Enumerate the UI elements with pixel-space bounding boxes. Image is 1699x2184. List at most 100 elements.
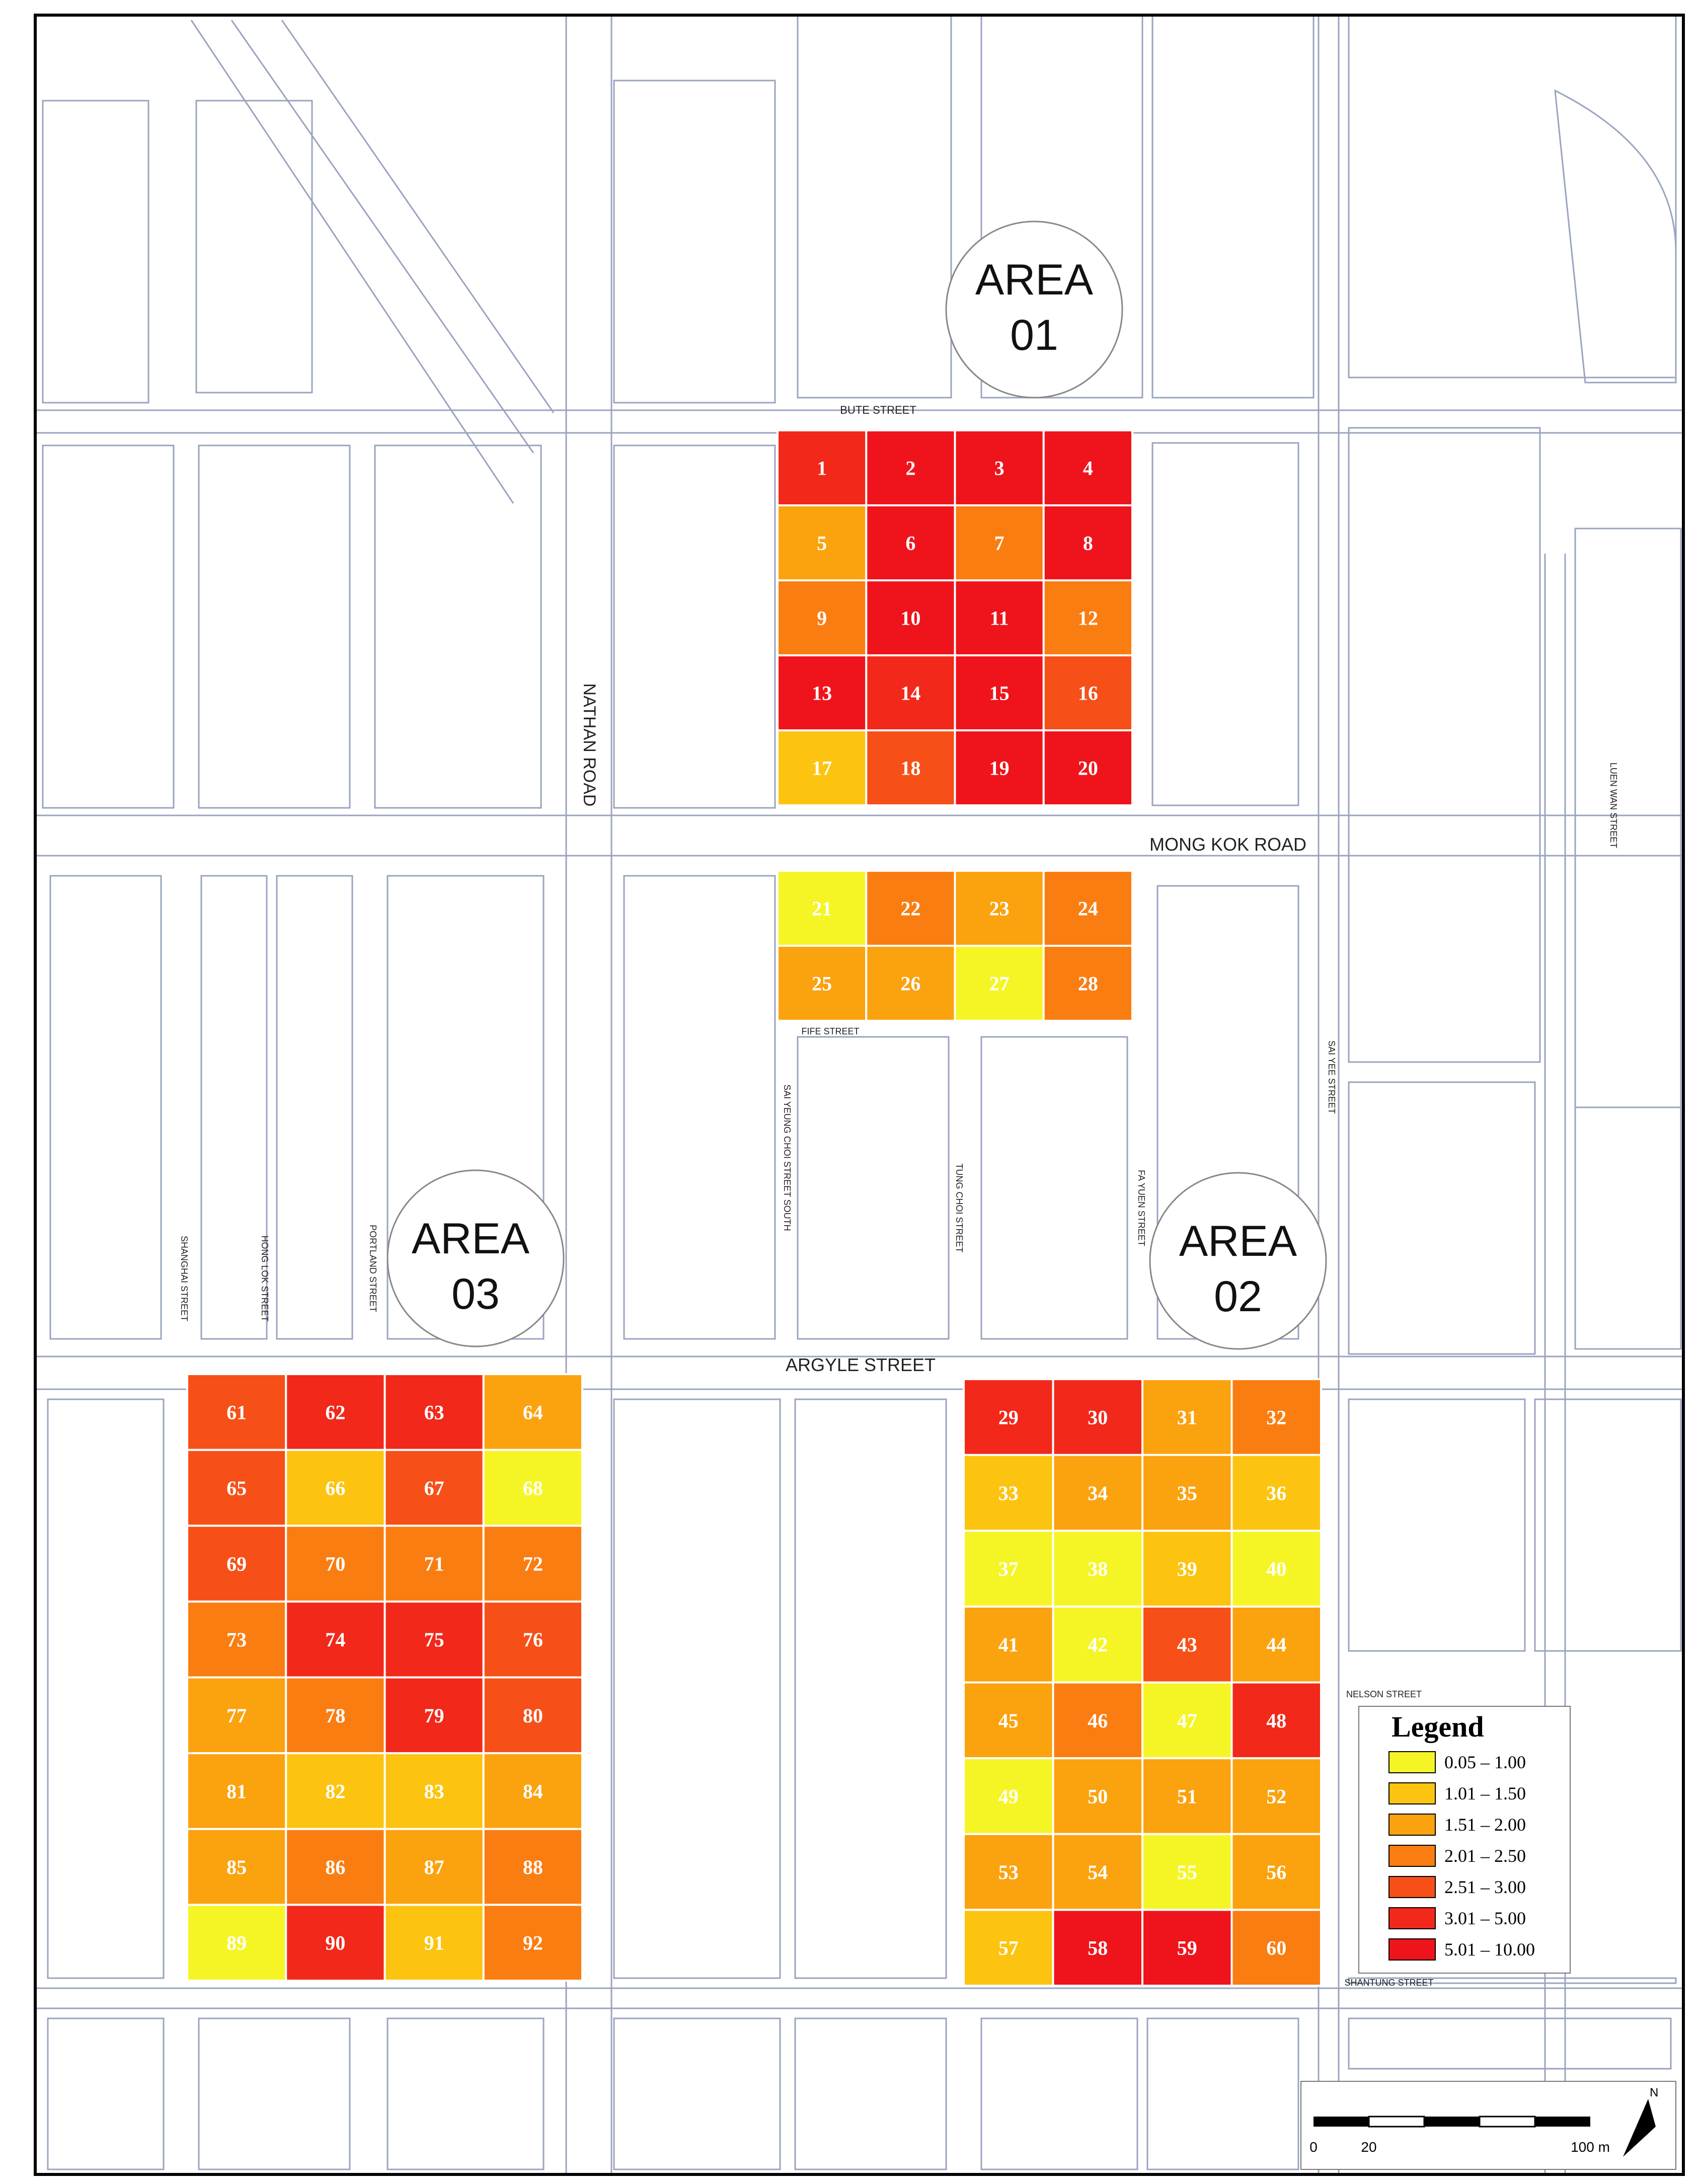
grid-cell-label-45: 45 bbox=[998, 1709, 1019, 1732]
grid-cell-72 bbox=[482, 1525, 583, 1603]
grid-cell-label-36: 36 bbox=[1266, 1482, 1286, 1504]
grid-cell-label-24: 24 bbox=[1078, 897, 1098, 920]
street-label-shantung: SHANTUNG STREET bbox=[1344, 1978, 1433, 1988]
grid-cell-36 bbox=[1230, 1454, 1322, 1532]
area-01-label: AREA 01 bbox=[945, 220, 1123, 399]
grid-cell-42 bbox=[1052, 1605, 1143, 1684]
street-label-sai-yee: SAI YEE STREET bbox=[1327, 1040, 1337, 1114]
grid-cell-20 bbox=[1042, 729, 1133, 806]
grid-cell-85 bbox=[186, 1828, 287, 1906]
grid-cell-6 bbox=[865, 504, 956, 581]
grid-cell-23 bbox=[954, 870, 1045, 947]
area-01-title: AREA bbox=[975, 256, 1094, 304]
grid-cell-label-39: 39 bbox=[1177, 1558, 1197, 1580]
grid-cell-2 bbox=[865, 429, 956, 506]
grid-cell-label-50: 50 bbox=[1088, 1785, 1108, 1808]
grid-cell-76 bbox=[482, 1600, 583, 1679]
grid-cell-label-54: 54 bbox=[1088, 1861, 1108, 1884]
grid-cell-label-11: 11 bbox=[990, 607, 1009, 630]
scale-label-0: 0 bbox=[1309, 2139, 1318, 2155]
grid-cell-label-77: 77 bbox=[226, 1704, 247, 1727]
legend-swatch-4 bbox=[1388, 1845, 1436, 1867]
grid-cell-63 bbox=[383, 1373, 485, 1451]
grid-cell-71 bbox=[383, 1525, 485, 1603]
legend-swatch-7 bbox=[1388, 1938, 1436, 1961]
grid-cell-69 bbox=[186, 1525, 287, 1603]
grid-cell-label-26: 26 bbox=[900, 972, 920, 995]
grid-cell-label-18: 18 bbox=[900, 757, 920, 780]
scale-segment-5 bbox=[1535, 2117, 1590, 2127]
legend-label-6: 3.01 – 5.00 bbox=[1444, 1908, 1526, 1928]
grid-cell-label-31: 31 bbox=[1177, 1406, 1197, 1428]
grid-cell-label-84: 84 bbox=[523, 1780, 543, 1802]
grid-cell-66 bbox=[285, 1449, 386, 1527]
grid-cell-43 bbox=[1141, 1605, 1233, 1684]
grid-cell-73 bbox=[186, 1600, 287, 1679]
legend: Legend 0.05 – 1.00 1.01 – 1.50 1.51 – 2.00… bbox=[1358, 1706, 1571, 1974]
legend-swatch-6 bbox=[1388, 1907, 1436, 1929]
grid-cell-1 bbox=[777, 429, 868, 506]
grid-cell-70 bbox=[285, 1525, 386, 1603]
grid-cell-label-85: 85 bbox=[226, 1856, 247, 1878]
grid-cell-10 bbox=[865, 579, 956, 656]
street-label-nathan: NATHAN ROAD bbox=[580, 684, 599, 807]
grid-cell-label-76: 76 bbox=[523, 1628, 543, 1651]
grid-cell-11 bbox=[954, 579, 1045, 656]
legend-items: 0.05 – 1.00 1.01 – 1.50 1.51 – 2.00 2.01 – … bbox=[1388, 1751, 1535, 1961]
grid-cell-label-14: 14 bbox=[900, 682, 920, 705]
grid-cell-24 bbox=[1042, 870, 1133, 947]
grid-cell-label-64: 64 bbox=[523, 1401, 543, 1423]
grid-cell-31 bbox=[1141, 1378, 1233, 1456]
grid-cell-label-37: 37 bbox=[998, 1558, 1019, 1580]
grid-cell-90 bbox=[285, 1904, 386, 1982]
grid-cell-label-86: 86 bbox=[325, 1856, 345, 1878]
area-02-title: AREA bbox=[1179, 1217, 1297, 1265]
grid-cell-89 bbox=[186, 1904, 287, 1982]
grid-cell-label-41: 41 bbox=[998, 1633, 1019, 1656]
grid-cell-label-30: 30 bbox=[1088, 1406, 1108, 1428]
grid-cell-label-61: 61 bbox=[226, 1401, 247, 1423]
grid-cell-label-42: 42 bbox=[1088, 1633, 1108, 1656]
grid-cell-label-51: 51 bbox=[1177, 1785, 1197, 1808]
legend-swatch-1 bbox=[1388, 1751, 1436, 1773]
grid-cell-label-34: 34 bbox=[1088, 1482, 1108, 1504]
grid-cell-4 bbox=[1042, 429, 1133, 506]
grid-cell-label-78: 78 bbox=[325, 1704, 345, 1727]
grid-cell-33 bbox=[963, 1454, 1054, 1532]
area-02-number: 02 bbox=[1214, 1272, 1262, 1321]
legend-label-2: 1.01 – 1.50 bbox=[1444, 1783, 1526, 1803]
grid-cell-label-44: 44 bbox=[1266, 1633, 1286, 1656]
grid-cell-8 bbox=[1042, 504, 1133, 581]
grid-cell-label-1: 1 bbox=[817, 457, 827, 480]
grid-cell-label-79: 79 bbox=[424, 1704, 444, 1727]
grid-cell-label-38: 38 bbox=[1088, 1558, 1108, 1580]
legend-title: Legend bbox=[1392, 1710, 1484, 1743]
grid-cell-61 bbox=[186, 1373, 287, 1451]
grid-cell-label-23: 23 bbox=[989, 897, 1010, 920]
grid-cell-label-60: 60 bbox=[1266, 1937, 1286, 1960]
grid-cell-label-3: 3 bbox=[994, 457, 1005, 480]
grid-cell-12 bbox=[1042, 579, 1133, 656]
legend-label-5: 2.51 – 3.00 bbox=[1444, 1877, 1526, 1897]
grid-cell-label-91: 91 bbox=[424, 1932, 444, 1954]
grid-cell-label-8: 8 bbox=[1083, 532, 1093, 555]
grid-cell-74 bbox=[285, 1600, 386, 1679]
grid-cell-label-32: 32 bbox=[1266, 1406, 1286, 1428]
street-labels: BUTE STREET MONG KOK ROAD NATHAN ROAD AR… bbox=[179, 404, 1618, 1988]
grid-cell-label-90: 90 bbox=[325, 1932, 345, 1954]
grid-cell-label-68: 68 bbox=[523, 1477, 543, 1499]
grid-cell-60 bbox=[1230, 1909, 1322, 1987]
grid-cell-label-10: 10 bbox=[900, 607, 920, 630]
grid-cell-22 bbox=[865, 870, 956, 947]
street-label-tung-choi: TUNG CHOI STREET bbox=[954, 1163, 964, 1252]
grid-cell-75 bbox=[383, 1600, 485, 1679]
street-label-mong-kok: MONG KOK ROAD bbox=[1149, 834, 1306, 855]
grid-cell-14 bbox=[865, 654, 956, 731]
grid-cell-label-63: 63 bbox=[424, 1401, 444, 1423]
grid-cell-label-57: 57 bbox=[998, 1937, 1019, 1960]
grid-cell-label-7: 7 bbox=[994, 532, 1005, 555]
area-03-title: AREA bbox=[412, 1215, 530, 1263]
grid-cell-label-19: 19 bbox=[989, 757, 1010, 780]
grid-cell-40 bbox=[1230, 1530, 1322, 1608]
grid-cell-28 bbox=[1042, 945, 1133, 1022]
